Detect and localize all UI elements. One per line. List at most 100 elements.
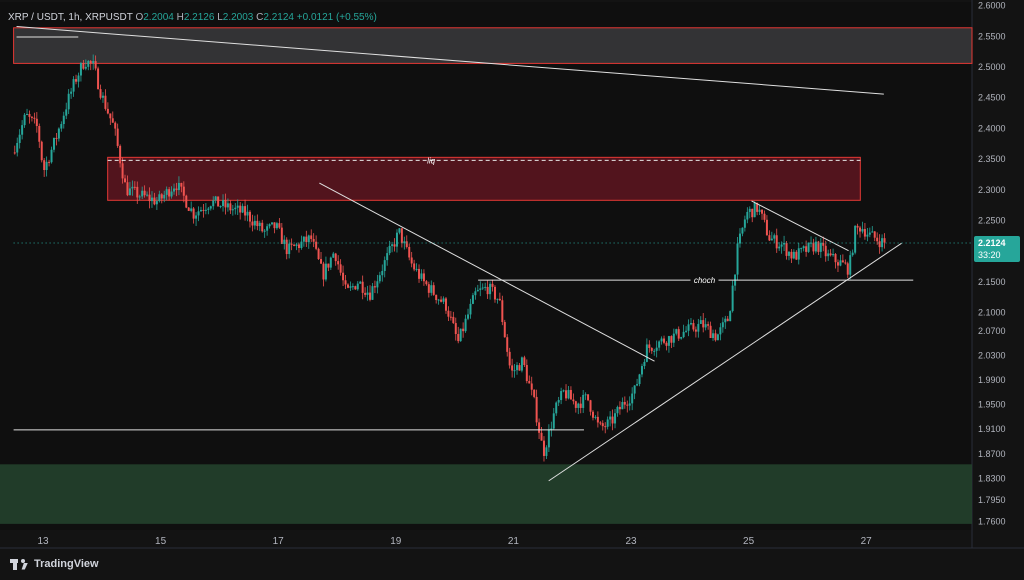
candle-body (856, 225, 859, 228)
symbol-label[interactable]: XRP / USDT, 1h, XRPUSDT (8, 12, 133, 23)
candle-body (640, 366, 643, 375)
candle-body (26, 114, 29, 116)
candle-body (349, 286, 352, 288)
price-tick-label: 2.4000 (978, 123, 1006, 133)
candle-body (636, 384, 639, 386)
candle-body (643, 361, 646, 367)
candle-body (587, 394, 590, 401)
candle-body (672, 333, 675, 343)
candle-body (506, 337, 509, 352)
open-value: 2.2004 (143, 12, 174, 23)
candle-body (719, 327, 722, 335)
candle-body (496, 298, 499, 300)
candle-body (165, 189, 168, 195)
candle-body (271, 222, 274, 225)
candle-body (574, 401, 577, 408)
candle-body (305, 236, 308, 243)
candle-body (763, 213, 766, 220)
candle-body (618, 406, 621, 410)
candle-body (584, 394, 587, 396)
candle-body (92, 61, 95, 64)
candle-body (273, 222, 276, 229)
candle-body (469, 303, 472, 315)
price-tick-label: 2.3000 (978, 185, 1006, 195)
candle-body (824, 245, 827, 257)
candle-body (859, 227, 862, 232)
candle-body (153, 197, 156, 205)
candle-body (550, 428, 553, 430)
candle-body (486, 286, 489, 295)
candle-body (378, 275, 381, 282)
candle-body (413, 263, 416, 270)
candle-body (344, 280, 347, 285)
candle-body (67, 93, 70, 110)
candle-body (851, 252, 854, 256)
candle-body (579, 403, 582, 408)
candle-body (437, 299, 440, 301)
candle-body (209, 206, 212, 209)
candle-body (283, 239, 286, 244)
candles (13, 54, 886, 462)
price-tag-value: 2.2124 (978, 238, 1006, 248)
candle-body (300, 241, 303, 249)
candle-body (702, 320, 705, 328)
candle-body (175, 188, 178, 191)
time-tick-label: 23 (625, 536, 637, 547)
candle-body (753, 202, 756, 218)
candle-body (302, 236, 305, 242)
candle-body (57, 128, 60, 139)
candle-body (55, 137, 58, 139)
candle-body (552, 413, 555, 429)
candle-body (459, 328, 462, 342)
candle-body (261, 222, 264, 232)
candle-body (155, 201, 158, 205)
candle-body (77, 75, 80, 82)
brand-name: TradingView (34, 558, 99, 570)
candle-body (516, 365, 519, 371)
candle-body (405, 241, 408, 247)
candle-body (729, 311, 732, 322)
candle-body (863, 229, 866, 237)
candle-body (146, 194, 149, 196)
candle-body (199, 209, 202, 212)
tradingview-logo[interactable]: TradingView (10, 558, 99, 570)
candle-body (180, 182, 183, 187)
top-zone (13, 27, 973, 64)
candle-body (241, 206, 244, 213)
candle-body (388, 245, 391, 254)
candle-body (836, 262, 839, 266)
candle-body (395, 232, 398, 247)
candle-body (538, 422, 541, 433)
candle-body (415, 268, 418, 270)
candle-body (192, 208, 195, 219)
candle-body (121, 163, 124, 179)
price-tick-label: 2.3500 (978, 154, 1006, 164)
candle-body (16, 142, 19, 153)
candle-body (797, 248, 800, 260)
candle-body (819, 242, 822, 252)
candle-body (631, 393, 634, 404)
candle-body (591, 411, 594, 418)
candle-body (293, 244, 296, 246)
candle-body (444, 298, 447, 311)
candle-body (322, 263, 325, 280)
candle-body (790, 251, 793, 259)
candle-body (21, 125, 24, 135)
candle-body (741, 227, 744, 234)
candle-body (18, 134, 21, 143)
candle-body (43, 160, 46, 171)
candle-body (182, 186, 185, 196)
candle-body (361, 281, 364, 293)
candle-body (638, 374, 641, 385)
candle-body (601, 423, 604, 427)
candle-body (170, 191, 173, 197)
choch-label: choch (694, 276, 716, 285)
candle-body (530, 383, 533, 390)
candle-body (222, 199, 225, 207)
candle-body (207, 208, 210, 210)
candle-body (346, 284, 349, 288)
candle-body (839, 260, 842, 266)
price-tick-label: 2.4500 (978, 93, 1006, 103)
